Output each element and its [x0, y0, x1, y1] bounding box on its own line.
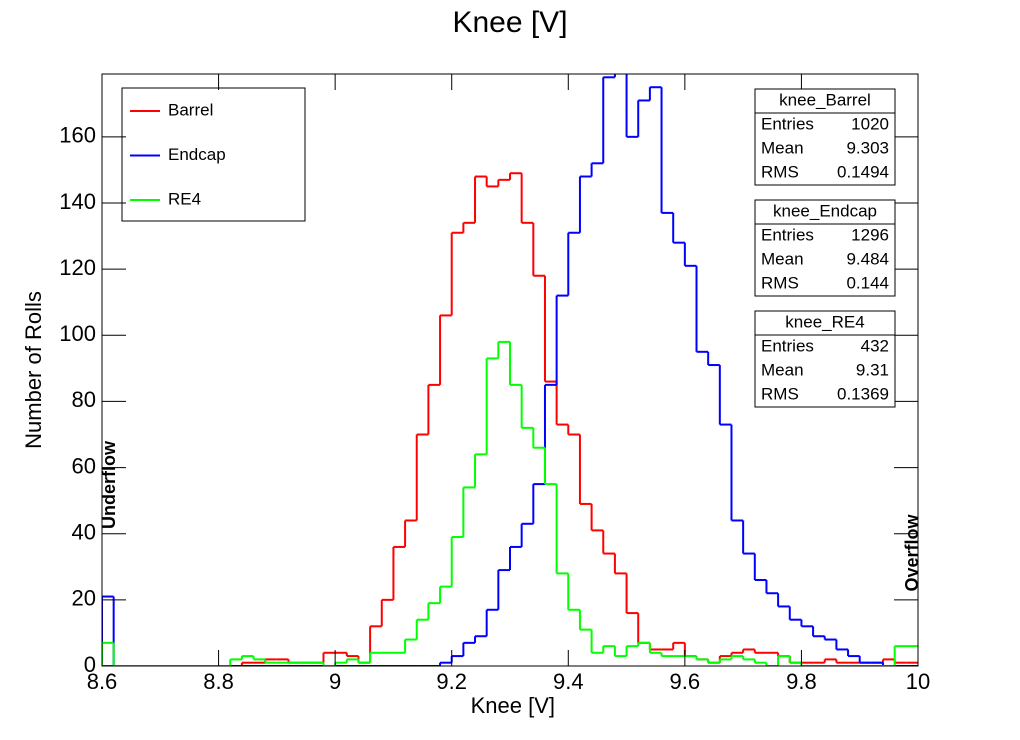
- y-axis-title: Number of Rolls: [21, 291, 46, 449]
- stats-value: 9.303: [846, 138, 889, 157]
- x-tick-label: 9.6: [670, 669, 701, 694]
- y-tick-label: 120: [59, 255, 96, 280]
- y-tick-label: 80: [72, 387, 96, 412]
- y-tick-label: 160: [59, 123, 96, 148]
- stats-value: 0.1369: [837, 384, 889, 403]
- stats-label: Mean: [761, 249, 804, 268]
- y-tick-label: 60: [72, 453, 96, 478]
- stats-box: knee_Endcap Entries 1296 Mean 9.484 RMS 0.144: [754, 199, 896, 297]
- underflow-label: Underflow: [99, 440, 119, 529]
- stats-title: knee_Barrel: [779, 90, 871, 109]
- y-tick-label: 20: [72, 586, 96, 611]
- stats-title-frame: [754, 199, 896, 225]
- stats-label: RMS: [761, 273, 799, 292]
- x-tick-label: 8.8: [203, 669, 234, 694]
- legend: Barrel Endcap RE4: [121, 87, 306, 222]
- stats-label: Mean: [761, 138, 804, 157]
- stats-label: Entries: [761, 225, 814, 244]
- y-tick-label: 40: [72, 520, 96, 545]
- legend-label: Endcap: [168, 145, 226, 164]
- x-tick-label: 9.2: [436, 669, 467, 694]
- x-tick-label: 9.8: [786, 669, 817, 694]
- stats-label: Entries: [761, 114, 814, 133]
- legend-label: Barrel: [168, 100, 213, 119]
- stats-frame: [754, 100, 896, 186]
- stats-label: RMS: [761, 162, 799, 181]
- stats-value: 1296: [851, 225, 889, 244]
- x-tick-label: 8.6: [87, 669, 118, 694]
- legend-label: RE4: [168, 189, 201, 208]
- plot-frame: [101, 73, 919, 667]
- stats-title: knee_RE4: [785, 312, 864, 331]
- overflow-label: Overflow: [902, 513, 922, 591]
- stats-value: 432: [861, 336, 889, 355]
- stats-label: RMS: [761, 384, 799, 403]
- plot-area: [102, 74, 918, 666]
- x-tick-label: 9: [329, 669, 341, 694]
- x-axis-title: Knee [V]: [471, 693, 555, 718]
- y-tick-label: 140: [59, 189, 96, 214]
- stats-value: 0.144: [846, 273, 889, 292]
- stats-title: knee_Endcap: [773, 201, 877, 220]
- stats-box: knee_Barrel Entries 1020 Mean 9.303 RMS 0.1494: [754, 88, 896, 186]
- stats-box: knee_RE4 Entries 432 Mean 9.31 RMS 0.1369: [754, 310, 896, 408]
- stats-label: Mean: [761, 360, 804, 379]
- stats-title-frame: [754, 310, 896, 336]
- chart-title: Knee [V]: [452, 6, 567, 39]
- stats-value: 0.1494: [837, 162, 889, 181]
- stats-value: 1020: [851, 114, 889, 133]
- stats-value: 9.484: [846, 249, 889, 268]
- stats-title-frame: [754, 88, 896, 114]
- x-tick-label: 10: [906, 669, 930, 694]
- x-tick-label: 9.4: [553, 669, 584, 694]
- stats-frame: [754, 211, 896, 297]
- stats-frame: [754, 322, 896, 408]
- stats-value: 9.31: [856, 360, 889, 379]
- y-tick-label: 0: [84, 652, 96, 677]
- y-tick-label: 100: [59, 321, 96, 346]
- stats-label: Entries: [761, 336, 814, 355]
